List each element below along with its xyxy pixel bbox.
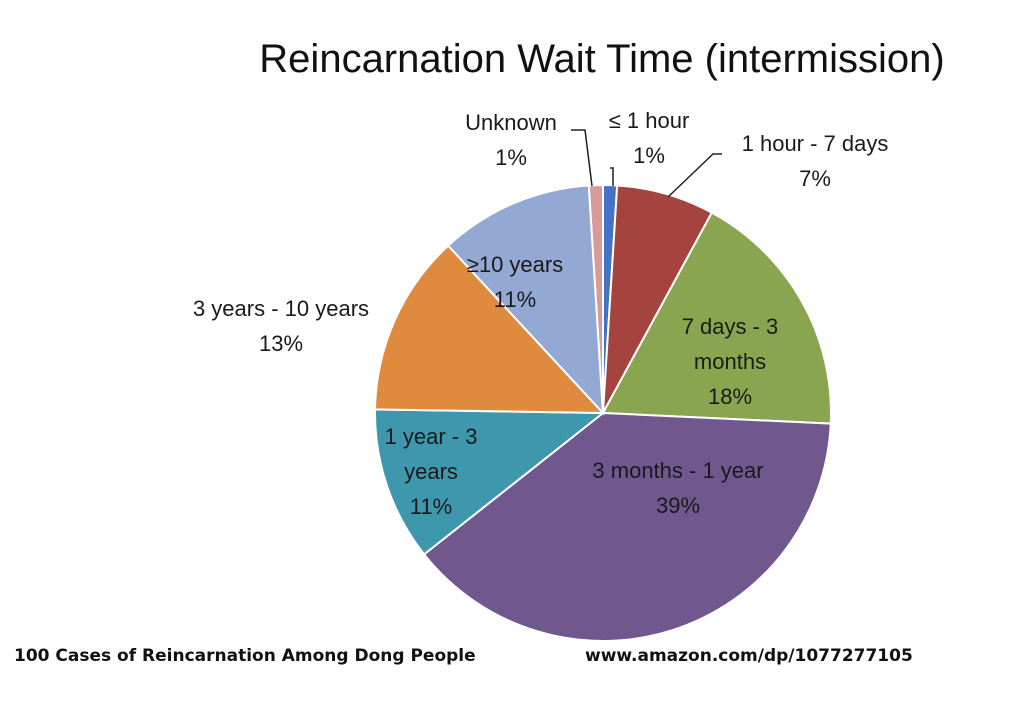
slice-label-3: 7 days - 3 months 18% — [682, 314, 779, 409]
slice-category-label: ≤ 1 hour — [609, 108, 690, 133]
slice-category-label: months — [694, 349, 766, 374]
pie-slice-8 — [587, 183, 604, 414]
slice-percent-label: 1% — [633, 143, 665, 168]
pie-slice-3 — [601, 211, 832, 425]
footer-url: www.amazon.com/dp/1077277105 — [585, 646, 913, 666]
pie-slice-7 — [446, 184, 605, 416]
slice-percent-label: 11% — [494, 287, 536, 312]
slice-category-label: ≥10 years — [467, 252, 563, 277]
footer-book-title: 100 Cases of Reincarnation Among Dong Pe… — [14, 646, 476, 666]
leader-line-8 — [571, 129, 593, 187]
slice-percent-label: 39% — [656, 493, 700, 518]
slice-percent-label: 1% — [495, 145, 527, 170]
slice-percent-label: 11% — [410, 494, 452, 519]
leader-line-2 — [667, 153, 722, 198]
slice-label-8: Unknown 1% — [465, 110, 557, 170]
slice-label-1: ≤ 1 hour 1% — [609, 108, 690, 168]
slice-label-7: ≥10 years 11% — [467, 252, 563, 312]
slice-percent-label: 7% — [799, 166, 831, 191]
slice-label-4: 3 months - 1 year 39% — [592, 458, 763, 518]
leader-line-1 — [610, 167, 614, 186]
slice-category-label: years — [404, 459, 458, 484]
slice-category-label: 3 years - 10 years — [193, 296, 369, 321]
slice-label-6: 3 years - 10 years 13% — [193, 296, 369, 356]
pie-slice-6 — [374, 244, 606, 415]
pie-slices — [374, 183, 832, 642]
slice-category-label: 3 months - 1 year — [592, 458, 763, 483]
slice-percent-label: 18% — [708, 384, 752, 409]
slice-label-2: 1 hour - 7 days 7% — [742, 131, 889, 191]
slice-category-label: 1 year - 3 — [385, 424, 478, 449]
slice-labels: ≤ 1 hour 1% 1 hour - 7 days 7% 7 days - 3 mon… — [193, 108, 888, 519]
slice-percent-label: 13% — [259, 331, 303, 356]
pie-slice-5 — [374, 408, 606, 556]
pie-slice-4 — [422, 411, 832, 642]
leader-lines — [571, 129, 722, 198]
slice-label-5: 1 year - 3 years 11% — [385, 424, 478, 519]
slice-category-label: 7 days - 3 — [682, 314, 779, 339]
chart-title: Reincarnation Wait Time (intermission) — [259, 37, 944, 81]
slice-category-label: Unknown — [465, 110, 557, 135]
slice-category-label: 1 hour - 7 days — [742, 131, 889, 156]
